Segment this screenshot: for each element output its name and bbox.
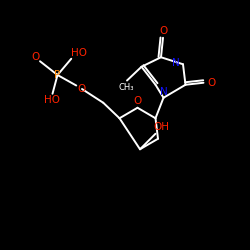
Text: CH₃: CH₃ [119, 83, 134, 92]
Text: O: O [78, 84, 86, 94]
Text: HO: HO [44, 95, 60, 105]
Text: N: N [160, 87, 168, 97]
Text: O: O [159, 26, 167, 36]
Text: P: P [54, 70, 60, 80]
Text: O: O [32, 52, 40, 62]
Text: N: N [172, 58, 180, 68]
Text: O: O [134, 96, 141, 106]
Text: OH: OH [153, 122, 169, 132]
Text: HO: HO [72, 48, 88, 58]
Text: O: O [207, 78, 215, 88]
